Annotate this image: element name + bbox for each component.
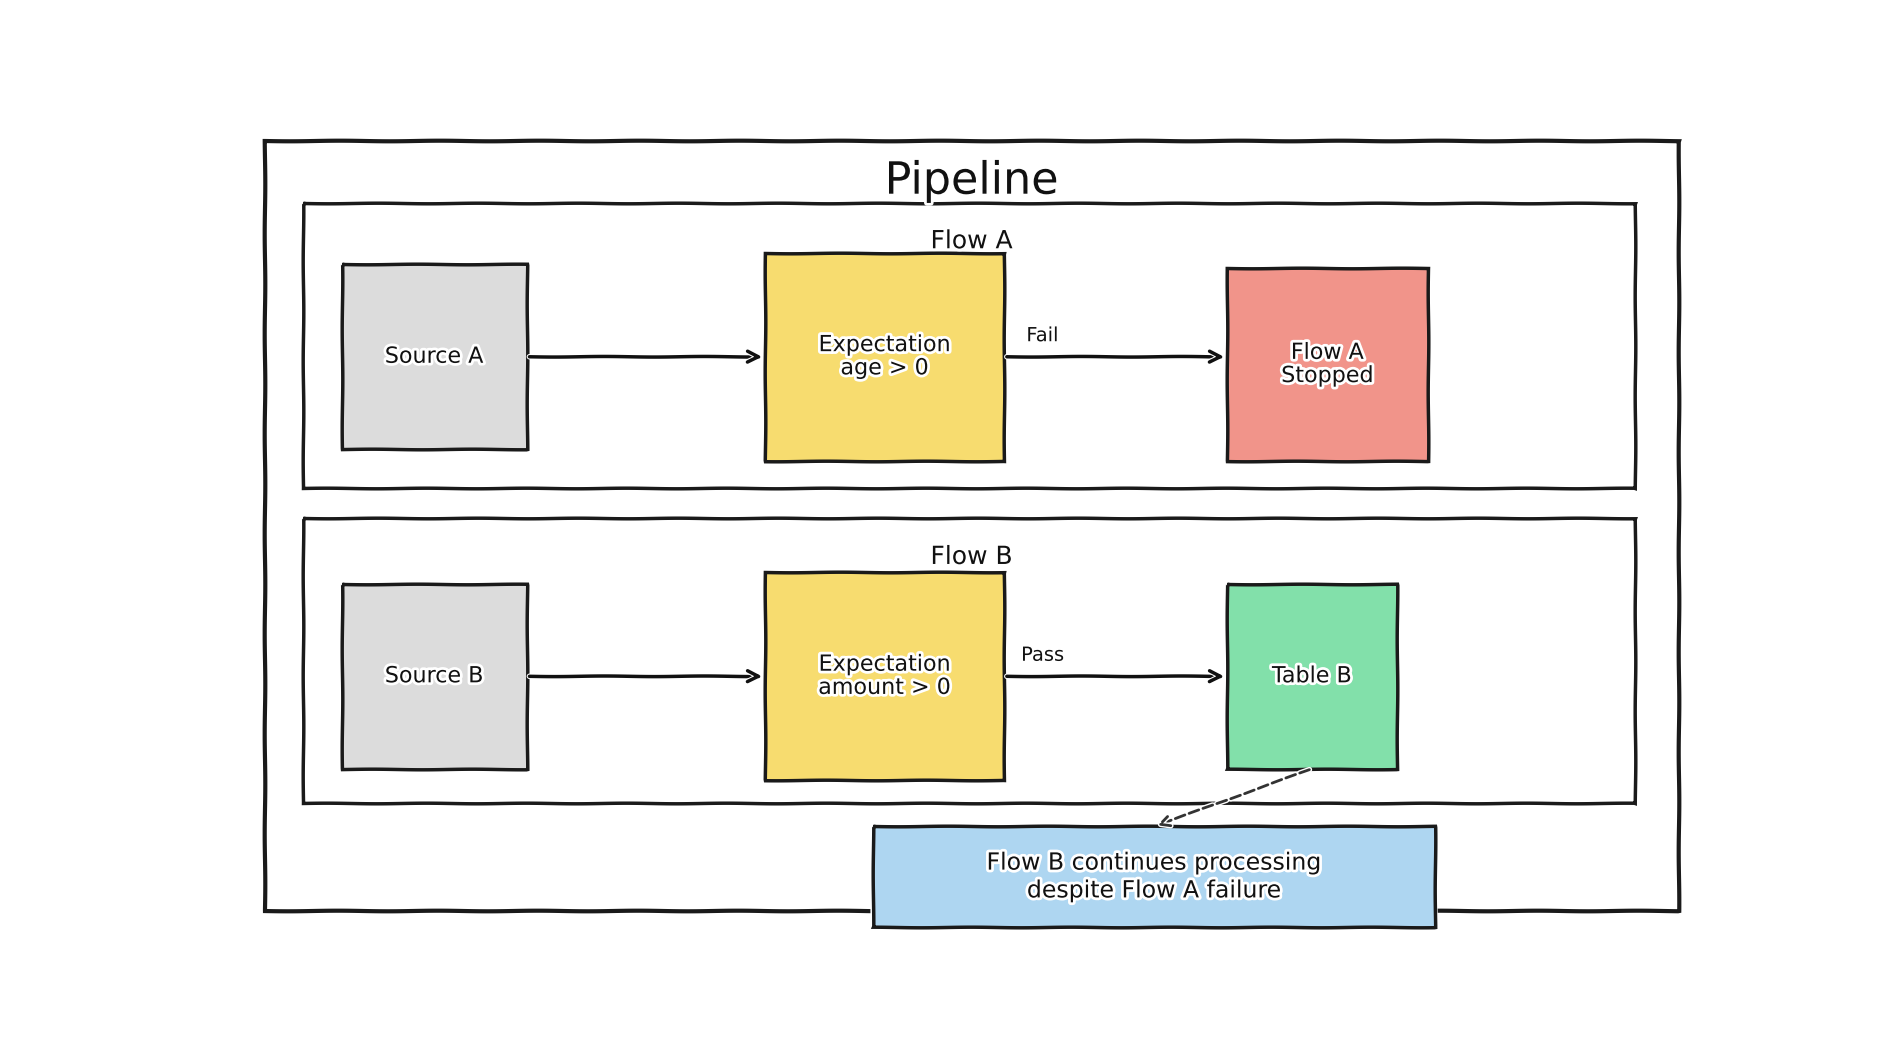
Text: Pipeline: Pipeline bbox=[885, 159, 1058, 202]
FancyBboxPatch shape bbox=[766, 253, 1005, 461]
FancyBboxPatch shape bbox=[303, 202, 1636, 487]
FancyBboxPatch shape bbox=[1227, 268, 1428, 461]
Text: Fail: Fail bbox=[1026, 326, 1058, 345]
FancyBboxPatch shape bbox=[874, 827, 1435, 926]
Text: Source B: Source B bbox=[385, 667, 483, 686]
Text: Flow B continues processing
despite Flow A failure: Flow B continues processing despite Flow… bbox=[986, 851, 1322, 902]
FancyBboxPatch shape bbox=[1227, 584, 1397, 769]
Text: Flow B: Flow B bbox=[931, 545, 1012, 569]
Text: Expectation
amount > 0: Expectation amount > 0 bbox=[819, 655, 952, 698]
FancyBboxPatch shape bbox=[265, 141, 1678, 911]
FancyBboxPatch shape bbox=[341, 584, 527, 769]
FancyBboxPatch shape bbox=[766, 572, 1005, 781]
Text: Expectation
age > 0: Expectation age > 0 bbox=[819, 335, 950, 378]
FancyBboxPatch shape bbox=[341, 264, 527, 450]
Text: Source A: Source A bbox=[385, 347, 483, 367]
Text: Flow A: Flow A bbox=[931, 230, 1012, 254]
FancyBboxPatch shape bbox=[303, 519, 1636, 804]
Text: Flow A
Stopped: Flow A Stopped bbox=[1282, 343, 1375, 386]
Text: Table B: Table B bbox=[1272, 667, 1352, 686]
Text: Pass: Pass bbox=[1022, 646, 1064, 664]
